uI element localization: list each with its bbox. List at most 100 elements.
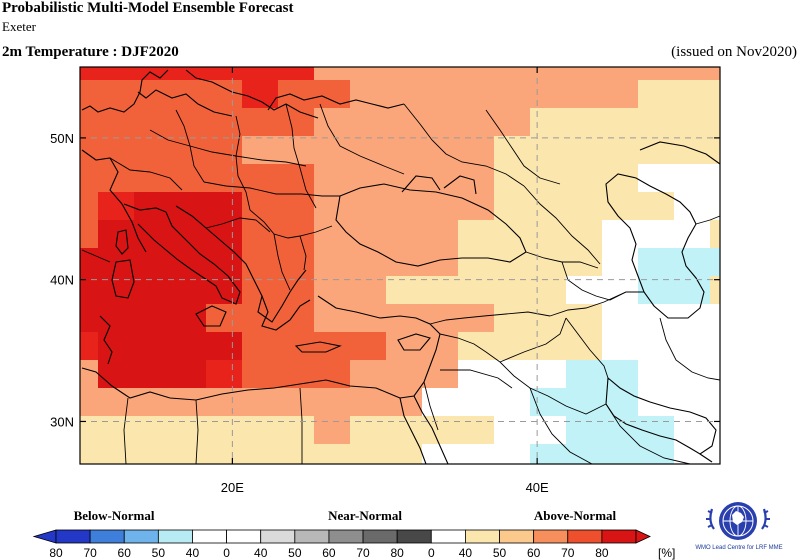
grid-cell <box>674 67 710 80</box>
grid-cell <box>278 304 314 332</box>
grid-cell <box>80 388 98 416</box>
grid-cell <box>458 67 494 80</box>
grid-cell <box>566 388 602 416</box>
grid-cell <box>206 444 242 464</box>
grid-cell <box>566 360 602 388</box>
grid-cell <box>566 164 602 192</box>
legend-tick-label: 40 <box>186 546 200 560</box>
grid-cell <box>314 276 350 304</box>
grid-cell <box>494 220 530 248</box>
grid-cell <box>530 388 566 416</box>
grid-cell <box>530 164 566 192</box>
grid-cell <box>602 164 638 192</box>
grid-cell <box>350 108 386 136</box>
map-title: Probabilistic Multi-Model Ensemble Forec… <box>2 0 294 16</box>
grid-cell <box>206 276 242 304</box>
legend-category: Near-Normal <box>328 508 402 523</box>
grid-cell <box>710 108 720 136</box>
grid-cell <box>422 444 458 464</box>
grid-cell <box>206 360 242 388</box>
grid-cell <box>530 276 566 304</box>
grid-cell <box>674 332 710 360</box>
grid-cell <box>134 192 170 220</box>
grid-cell <box>674 136 710 164</box>
legend-swatch <box>362 529 398 544</box>
grid-cell <box>80 192 98 220</box>
grid-cell <box>458 416 494 444</box>
grid-cell <box>458 108 494 136</box>
grid-cell <box>638 416 674 444</box>
grid-cell <box>494 304 530 332</box>
grid-cell <box>422 80 458 108</box>
grid-cell <box>602 248 638 276</box>
legend-swatch <box>567 529 603 544</box>
grid-cell <box>80 220 98 248</box>
grid-cell <box>134 248 170 276</box>
grid-cell <box>278 388 314 416</box>
legend-swatch <box>533 529 569 544</box>
map-frame <box>79 66 721 465</box>
grid-cell <box>170 304 206 332</box>
grid-cell <box>242 67 278 80</box>
grid-cell <box>422 248 458 276</box>
grid-cell <box>98 360 134 388</box>
grid-cell <box>710 360 720 388</box>
grid-cell <box>422 192 458 220</box>
grid-cell <box>566 108 602 136</box>
grid-cell <box>350 276 386 304</box>
grid-cell <box>350 248 386 276</box>
grid-cell <box>710 220 720 248</box>
grid-cell <box>458 164 494 192</box>
legend-swatch <box>396 529 432 544</box>
legend-swatch <box>465 529 500 544</box>
grid-cell <box>350 80 386 108</box>
grid-cell <box>206 416 242 444</box>
legend-tick-label: 50 <box>493 546 507 560</box>
grid-cell <box>242 416 278 444</box>
grid-cell <box>98 332 134 360</box>
grid-cell <box>530 416 566 444</box>
grid-cell <box>674 220 710 248</box>
grid-cell <box>134 164 170 192</box>
legend-swatch <box>89 529 125 544</box>
grid-cell <box>494 67 530 80</box>
grid-cell <box>602 388 638 416</box>
grid-cell <box>386 108 422 136</box>
legend-swatch <box>157 529 193 544</box>
legend-swatch <box>294 529 330 544</box>
grid-cell <box>710 416 720 444</box>
grid-cell <box>710 388 720 416</box>
grid-cell <box>422 67 458 80</box>
grid-cell <box>530 332 566 360</box>
legend-swatch <box>123 529 159 544</box>
grid-cell <box>602 80 638 108</box>
grid-cell <box>422 276 458 304</box>
grid-cell <box>170 80 206 108</box>
legend-arrow-left <box>32 529 57 544</box>
grid-cell <box>674 416 710 444</box>
grid-cell <box>242 332 278 360</box>
grid-cell <box>80 444 98 464</box>
wmo-logo-icon <box>706 502 770 540</box>
legend-tick-label: 0 <box>223 546 230 560</box>
legend-swatch <box>55 529 91 544</box>
grid-cell <box>638 136 674 164</box>
grid-cell <box>458 248 494 276</box>
grid-cell <box>80 332 98 360</box>
grid-cell <box>386 332 422 360</box>
grid-cell <box>242 360 278 388</box>
grid-cell <box>350 388 386 416</box>
grid-cell <box>458 192 494 220</box>
grid-cell <box>350 67 386 80</box>
graticule <box>80 67 720 464</box>
grid-cell <box>80 80 98 108</box>
grid-cell <box>80 276 98 304</box>
legend-tick-label: 50 <box>288 546 302 560</box>
grid-cell <box>278 444 314 464</box>
grid-cell <box>350 220 386 248</box>
grid-cell <box>386 164 422 192</box>
legend-tick-label: 70 <box>356 546 370 560</box>
legend-swatch <box>226 529 262 544</box>
grid-cell <box>638 220 674 248</box>
grid-cell <box>170 444 206 464</box>
